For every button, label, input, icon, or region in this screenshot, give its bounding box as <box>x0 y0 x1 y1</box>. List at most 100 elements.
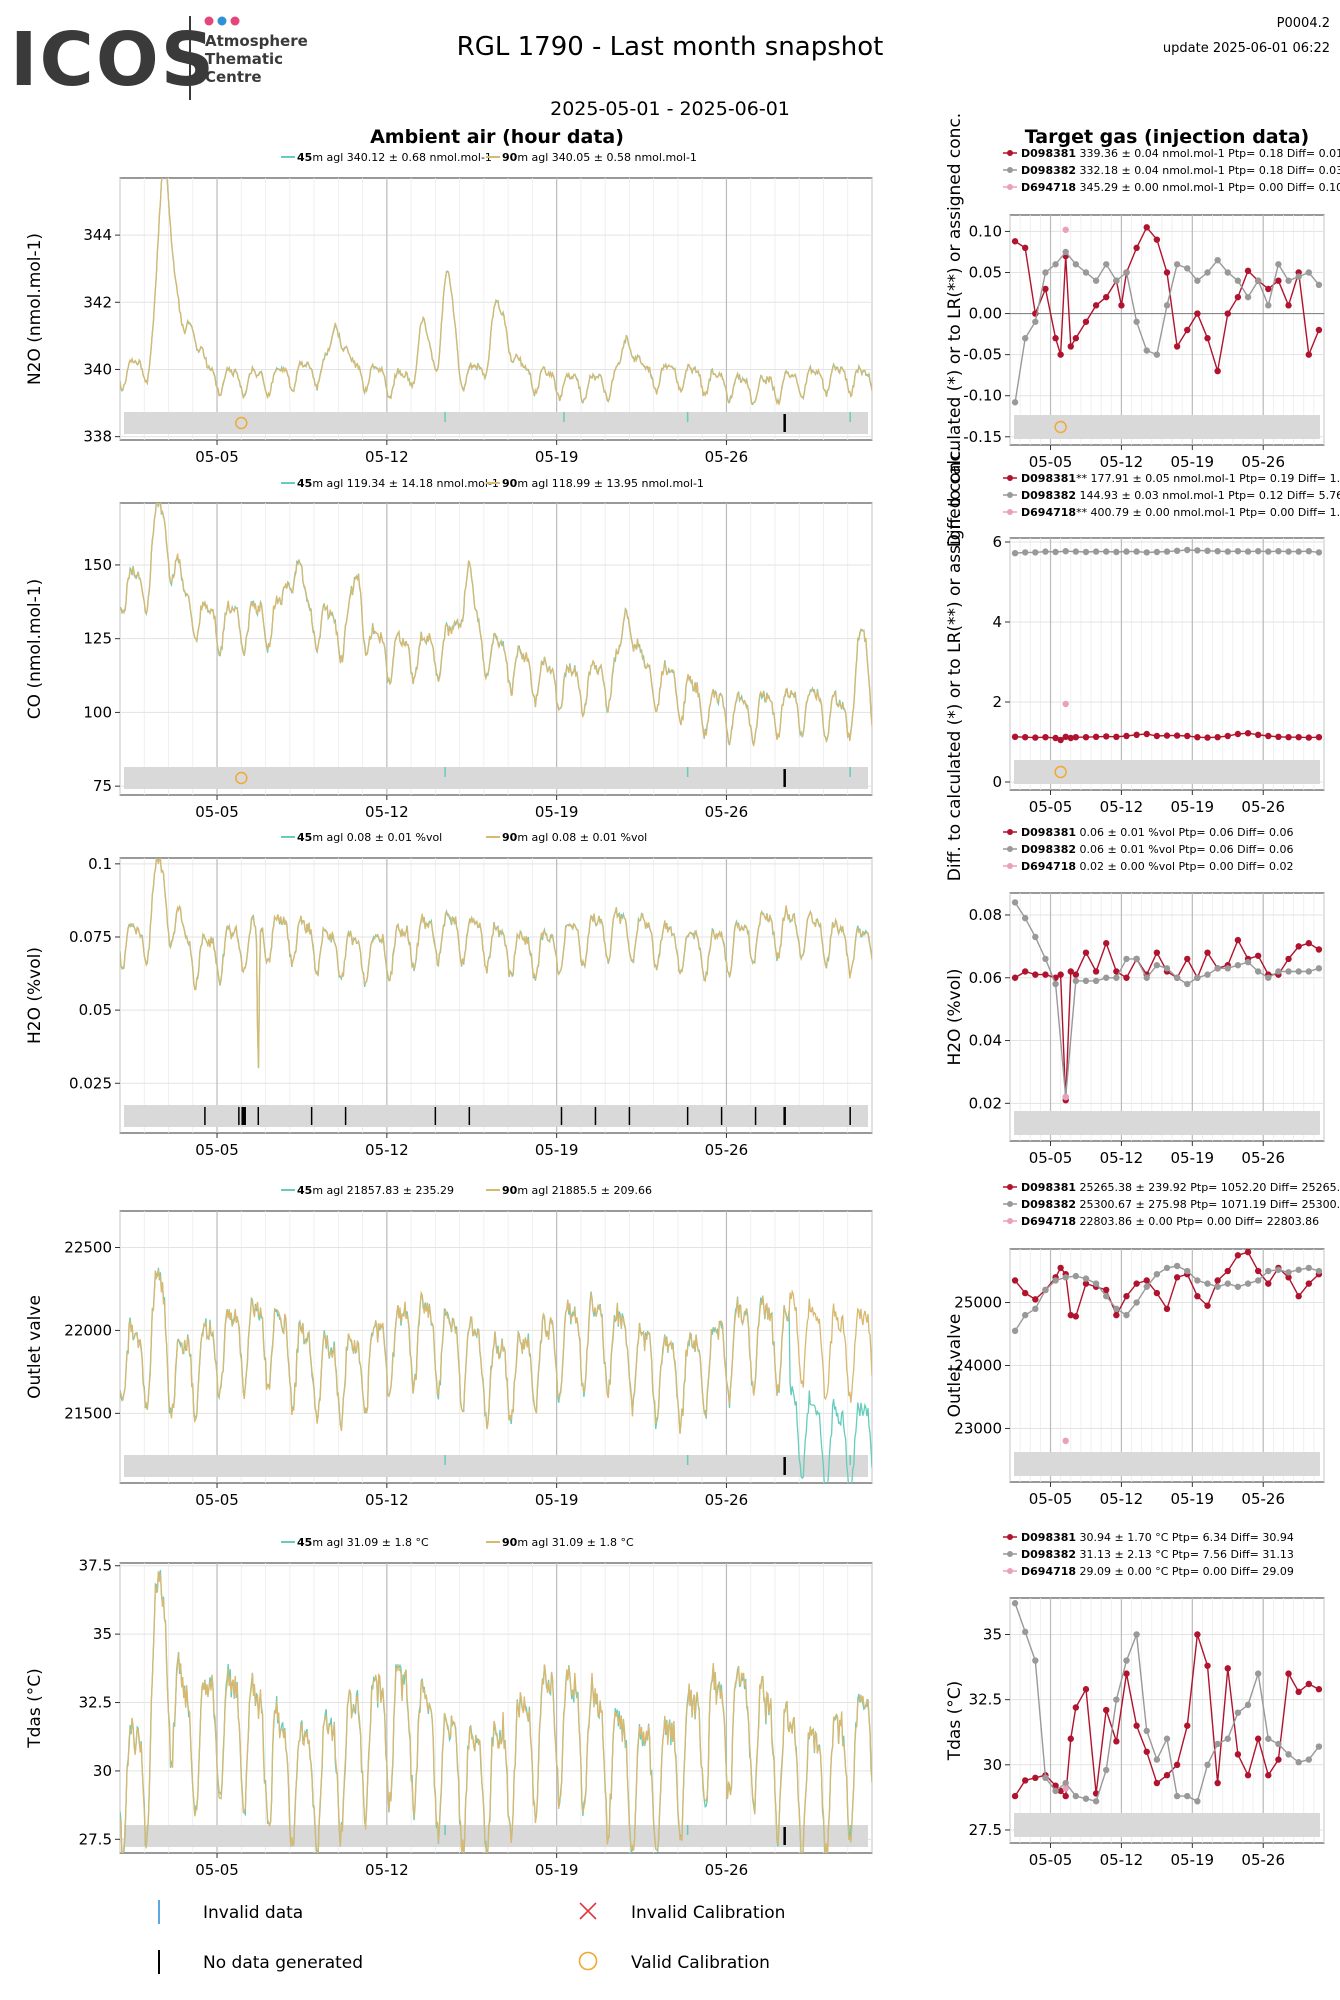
series-point-d098382 <box>1315 549 1323 556</box>
series-point-d098382 <box>1123 1657 1130 1664</box>
series-point-d098382 <box>1184 1792 1191 1800</box>
series-point-d098381 <box>1173 1761 1181 1769</box>
legend-entry: D098382 31.13 ± 2.13 °C Ptp= 7.56 Diff= … <box>1021 1548 1294 1561</box>
y-tick-label: 0.08 <box>969 906 1002 924</box>
series-point-d098381 <box>1315 326 1323 334</box>
series-point-d098381 <box>1224 1267 1231 1275</box>
y-tick-label: 0.06 <box>969 969 1002 987</box>
series-point-d098382 <box>1163 1264 1171 1272</box>
series-point-d098382 <box>1062 1274 1069 1281</box>
series-point-d098382 <box>1133 548 1140 555</box>
y-tick-label: 25000 <box>954 1294 1002 1312</box>
series-point-d098382 <box>1173 974 1181 981</box>
series-point-d098382 <box>1082 548 1090 556</box>
series-point-d098381 <box>1032 1774 1039 1782</box>
legend-entry: D694718** 400.79 ± 0.00 nmol.mol-1 Ptp= … <box>1021 506 1340 519</box>
y-axis-label: Outlet valve <box>945 1314 965 1418</box>
series-point-d098381 <box>1042 971 1049 978</box>
page-title: RGL 1790 - Last month snapshot <box>457 32 884 62</box>
legend-entry: 45m agl 0.08 ± 0.01 %vol <box>297 831 442 844</box>
series-point-d098382 <box>1123 548 1130 555</box>
series-point-d098381 <box>1214 1779 1221 1787</box>
series-point-d098382 <box>1305 548 1313 555</box>
series-point-d098382 <box>1305 968 1313 975</box>
series-point-d098382 <box>1072 1792 1080 1800</box>
series-point-d098382 <box>1305 269 1313 276</box>
series-point-d098381 <box>1194 310 1201 317</box>
series-point-d098382 <box>1204 1280 1211 1287</box>
legend-key-point <box>1007 184 1013 190</box>
legend-key-point <box>1007 1534 1013 1540</box>
series-point-d098381 <box>1123 1293 1130 1300</box>
series-point-d098382 <box>1315 1267 1323 1275</box>
series-point-d098382 <box>1123 1311 1130 1319</box>
series-point-d098381 <box>1204 734 1211 741</box>
y-tick-label: 0.02 <box>969 1094 1002 1112</box>
series-point-d098381 <box>1285 302 1292 309</box>
series-point-d098382 <box>1254 1670 1262 1677</box>
x-tick-label: 05-12 <box>1100 453 1144 471</box>
series-point-d694718 <box>1062 1437 1069 1445</box>
x-tick-label: 05-05 <box>195 1861 239 1879</box>
series-legend: D098381 30.94 ± 1.70 °C Ptp= 6.34 Diff= … <box>1003 1531 1294 1578</box>
series-point-d098382 <box>1052 548 1059 556</box>
series-point-d098382 <box>1103 1766 1110 1774</box>
legend-entry: 90m agl 118.99 ± 13.95 nmol.mol-1 <box>502 477 704 490</box>
x-tick-label: 05-19 <box>535 1491 579 1509</box>
series-point-d098381 <box>1153 1289 1161 1297</box>
x-tick-label: 05-19 <box>535 803 579 821</box>
status-band <box>1014 415 1320 439</box>
series-point-d694718 <box>1062 700 1069 708</box>
series-point-d098382 <box>1305 1756 1313 1763</box>
series-point-d098382 <box>1224 965 1231 972</box>
y-tick-label: 27.5 <box>969 1821 1002 1839</box>
series-point-d098382 <box>1234 1283 1242 1290</box>
series-point-d098382 <box>1092 977 1100 985</box>
y-tick-label: 0.04 <box>969 1032 1002 1050</box>
plot-frame <box>1009 537 1325 791</box>
data-layer <box>120 503 872 787</box>
series-point-d098381 <box>1092 302 1100 309</box>
series-point-d098382 <box>1072 977 1080 985</box>
y-tick-label: 150 <box>83 556 112 574</box>
series-point-d098382 <box>1254 548 1262 555</box>
x-tick-label: 05-26 <box>705 1141 749 1159</box>
invalid-calibration-symbol <box>579 1902 597 1920</box>
y-tick-label: 2 <box>992 693 1002 711</box>
y-tick-label: 0.00 <box>969 305 1002 323</box>
valid-calibration-marker <box>1054 765 1067 779</box>
y-tick-label: 100 <box>83 703 112 721</box>
series-point-d098382 <box>1295 1266 1302 1273</box>
x-tick-label: 05-12 <box>365 1491 409 1509</box>
series-point-d098381 <box>1123 974 1130 981</box>
series-point-d098382 <box>1042 955 1049 963</box>
series-point-d098382 <box>1234 1709 1242 1716</box>
series-point-d098382 <box>1062 248 1069 256</box>
y-tick-label: -0.10 <box>963 387 1002 405</box>
series-point-d098381 <box>1021 1289 1029 1297</box>
series-point-d098382 <box>1285 548 1292 555</box>
series-point-d098382 <box>1194 1277 1201 1284</box>
series-point-d098381 <box>1103 293 1110 301</box>
x-tick-label: 05-05 <box>1029 1851 1073 1869</box>
series-point-d098381 <box>1067 1311 1074 1319</box>
data-layer <box>120 178 872 432</box>
series-point-d098382 <box>1224 269 1231 276</box>
series-point-d098381 <box>1113 733 1120 740</box>
legend-entry: D098381 30.94 ± 1.70 °C Ptp= 6.34 Diff= … <box>1021 1531 1294 1544</box>
series-point-d098381 <box>1234 1252 1242 1259</box>
series-point-d098382 <box>1244 548 1252 555</box>
series-point-d098382 <box>1011 1600 1019 1607</box>
y-axis-label: CO (nmol.mol-1) <box>25 579 45 719</box>
series-point-d098381 <box>1295 734 1302 741</box>
series-point-d098382 <box>1113 974 1120 981</box>
n2o_target-panel: -0.15 -0.10 -0.05 0.00 0.05 0.10 05-05 05-12 05-… <box>945 113 1340 547</box>
series-point-d098382 <box>1224 1280 1231 1287</box>
series-point-d098381 <box>1184 326 1191 334</box>
status-band <box>124 412 868 434</box>
series-point-d098382 <box>1265 302 1272 309</box>
series-point-d098381 <box>1133 731 1140 738</box>
series-point-d098381 <box>1254 731 1262 738</box>
legend-key-point <box>1007 829 1013 835</box>
x-tick-label: 05-19 <box>1171 798 1215 816</box>
